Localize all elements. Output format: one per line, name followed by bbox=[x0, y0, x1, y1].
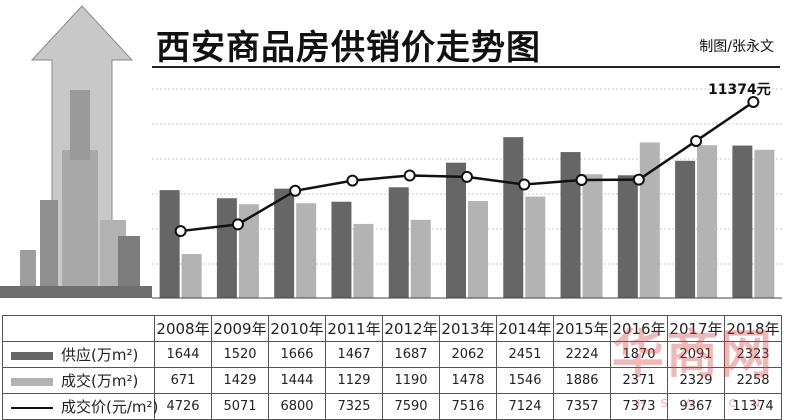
table-row: 供应(万m²) 1644 1520 1666 1467 1687 2062 2451 2224 1… bbox=[2, 341, 782, 368]
supply-bar bbox=[331, 201, 352, 298]
price-point bbox=[403, 169, 416, 182]
price-point bbox=[518, 178, 531, 191]
value-cell: 1687 bbox=[382, 341, 440, 368]
year-header-cell: 2016年 bbox=[610, 315, 668, 342]
supply-bar bbox=[560, 152, 581, 298]
price-line-layer bbox=[174, 95, 760, 238]
value-cell: 1429 bbox=[211, 367, 269, 394]
price-line bbox=[180, 100, 755, 233]
row-label-cell: 供应(万m²) bbox=[2, 341, 155, 368]
price-point bbox=[231, 218, 244, 231]
year-header-cell: 2017年 bbox=[667, 315, 725, 342]
bars-layer bbox=[159, 137, 775, 298]
transaction-bar bbox=[639, 142, 660, 298]
price-point bbox=[747, 95, 760, 108]
year-header-cell: 2010年 bbox=[268, 315, 326, 342]
chart-credit: 制图/张永文 bbox=[699, 39, 774, 55]
legend-swatch bbox=[11, 351, 53, 360]
value-cell: 1886 bbox=[553, 367, 611, 394]
value-cell: 2258 bbox=[724, 367, 782, 394]
supply-bar bbox=[159, 190, 180, 298]
legend-swatch bbox=[11, 377, 53, 386]
table-corner-cell bbox=[2, 315, 155, 342]
value-cell: 1444 bbox=[268, 367, 326, 394]
row-label: 成交(万m²) bbox=[61, 372, 139, 390]
year-header-cell: 2009年 bbox=[211, 315, 269, 342]
transaction-bar bbox=[238, 204, 259, 298]
row-label: 成交价(元/m²) bbox=[61, 398, 159, 416]
year-header-cell: 2018年 bbox=[724, 315, 782, 342]
transaction-bar bbox=[181, 253, 202, 298]
value-cell: 2224 bbox=[553, 341, 611, 368]
value-cell: 1190 bbox=[382, 367, 440, 394]
value-cell: 1478 bbox=[439, 367, 497, 394]
building-backdrop bbox=[0, 5, 152, 298]
table-row: 成交(万m²) 671 1429 1444 1129 1190 1478 1546 1886 23… bbox=[2, 367, 782, 394]
year-header-cell: 2015年 bbox=[553, 315, 611, 342]
price-point bbox=[461, 170, 473, 183]
chart-title: 西安商品房供销价走势图 bbox=[156, 28, 541, 68]
price-endpoint-label: 11374元 bbox=[708, 82, 771, 98]
value-cell: 671 bbox=[154, 367, 212, 394]
price-point bbox=[174, 225, 187, 238]
price-point bbox=[690, 134, 703, 147]
title-bar: 西安商品房供销价走势图 制图/张永文 bbox=[152, 14, 780, 68]
value-cell: 1520 bbox=[211, 341, 269, 368]
year-header-cell: 2008年 bbox=[154, 315, 212, 342]
table-header-row: 2008年 2009年 2010年 2011年 2012年 2013年 2014年 2015年… bbox=[2, 315, 782, 342]
transaction-bar bbox=[754, 149, 775, 298]
transaction-bar bbox=[468, 201, 488, 298]
price-point bbox=[346, 174, 359, 187]
value-cell: 1644 bbox=[154, 341, 212, 368]
value-cell: 2062 bbox=[439, 341, 497, 368]
year-header-cell: 2013年 bbox=[439, 315, 497, 342]
value-cell: 2323 bbox=[724, 341, 782, 368]
supply-bar bbox=[503, 137, 524, 298]
price-point bbox=[632, 173, 645, 186]
supply-bar bbox=[388, 187, 409, 298]
supply-bar bbox=[216, 198, 237, 298]
value-cell: 2451 bbox=[496, 341, 554, 368]
value-cell: 2329 bbox=[667, 367, 725, 394]
legend-swatch bbox=[11, 406, 53, 409]
transaction-bar bbox=[525, 196, 546, 298]
price-point bbox=[289, 184, 302, 197]
price-point bbox=[575, 173, 588, 186]
transaction-bar bbox=[410, 219, 431, 298]
row-label: 供应(万m²) bbox=[61, 346, 139, 364]
transaction-bar bbox=[697, 145, 718, 298]
table-body: 供应(万m²) 1644 1520 1666 1467 1687 2062 2451 2224 1… bbox=[2, 341, 782, 420]
data-table: 2008年 2009年 2010年 2011年 2012年 2013年 2014年 2015年… bbox=[2, 315, 782, 420]
supply-bar bbox=[732, 145, 753, 298]
transaction-bar bbox=[582, 174, 603, 298]
value-cell: 1467 bbox=[325, 341, 383, 368]
supply-bar bbox=[675, 160, 696, 298]
supply-bar bbox=[617, 175, 638, 298]
transaction-bar bbox=[296, 203, 317, 298]
supply-bar bbox=[274, 188, 295, 298]
value-cell: 1546 bbox=[496, 367, 554, 394]
year-header-cell: 2012年 bbox=[382, 315, 440, 342]
value-cell: 1666 bbox=[268, 341, 326, 368]
value-cell: 1129 bbox=[325, 367, 383, 394]
row-label-cell: 成交(万m²) bbox=[2, 367, 155, 394]
supply-bar bbox=[446, 162, 466, 298]
transaction-bar bbox=[353, 223, 374, 298]
value-cell: 1870 bbox=[610, 341, 668, 368]
value-cell: 2371 bbox=[610, 367, 668, 394]
year-header-cell: 2011年 bbox=[325, 315, 383, 342]
year-header-cell: 2014年 bbox=[496, 315, 554, 342]
value-cell: 2091 bbox=[667, 341, 725, 368]
